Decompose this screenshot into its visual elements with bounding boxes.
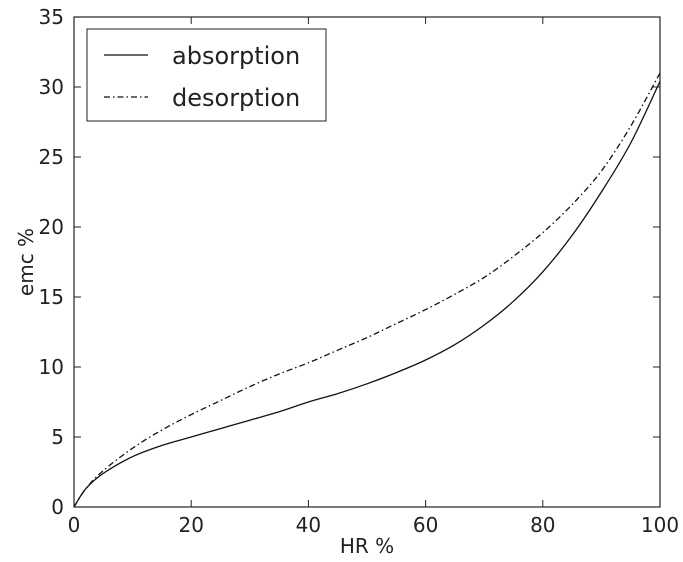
y-tick-label: 20 (39, 215, 64, 239)
y-tick-label: 25 (39, 145, 64, 169)
plot-frame (73, 16, 661, 508)
x-tick-label: 20 (178, 513, 203, 537)
y-tick-label: 30 (39, 75, 64, 99)
x-tick-label: 80 (530, 513, 555, 537)
x-axis-label: HR % (340, 534, 394, 558)
legend-label-absorption: absorption (172, 42, 300, 70)
y-axis-label: emc % (14, 228, 38, 296)
x-tick-label: 40 (296, 513, 321, 537)
y-tick-label: 15 (39, 285, 64, 309)
x-axis-ticks: 0 20 40 60 80 100 (68, 17, 679, 537)
series-line-absorption (73, 81, 661, 508)
x-tick-label: 60 (413, 513, 438, 537)
plot-curves (73, 72, 661, 508)
y-tick-label: 10 (39, 355, 64, 379)
y-axis-ticks: 0 5 10 15 20 25 30 35 (39, 5, 660, 519)
y-tick-label: 0 (51, 495, 64, 519)
legend-label-desorption: desorption (172, 84, 300, 112)
legend: absorption desorption (86, 28, 327, 122)
series-line-desorption (73, 72, 661, 508)
legend-box (86, 28, 327, 122)
x-tick-label: 100 (641, 513, 679, 537)
y-tick-label: 5 (51, 425, 64, 449)
y-tick-label: 35 (39, 5, 64, 29)
x-tick-label: 0 (68, 513, 81, 537)
